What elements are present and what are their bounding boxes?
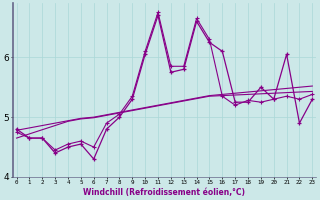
X-axis label: Windchill (Refroidissement éolien,°C): Windchill (Refroidissement éolien,°C) xyxy=(84,188,245,197)
